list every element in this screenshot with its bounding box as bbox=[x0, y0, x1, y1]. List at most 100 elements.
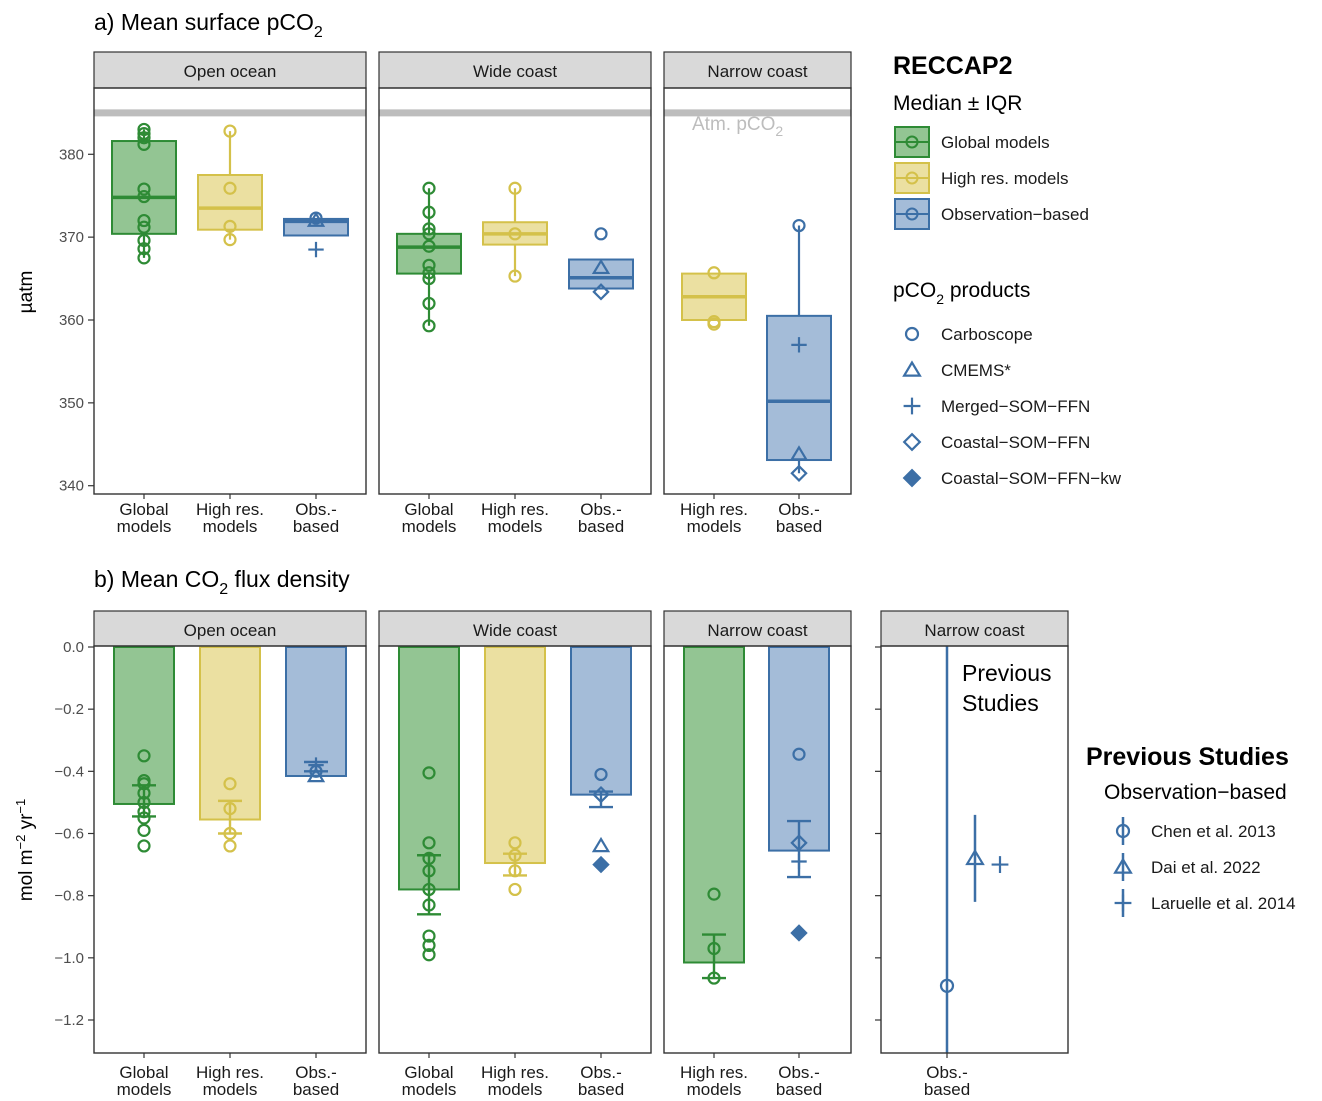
data-point-circle bbox=[422, 948, 436, 962]
data-point-circle bbox=[137, 811, 151, 825]
data-point-circle bbox=[508, 227, 522, 241]
data-point-circle bbox=[137, 805, 151, 819]
data-point-circle bbox=[137, 777, 151, 791]
legend-key-point bbox=[905, 207, 919, 221]
data-point-circle bbox=[137, 122, 151, 137]
y-tick-label: 340 bbox=[59, 478, 84, 495]
data-point-triangle bbox=[591, 836, 611, 853]
data-point-diamond-filled bbox=[592, 855, 610, 874]
legend-product-label: Coastal−SOM−FFN bbox=[941, 433, 1090, 452]
data-point-circle bbox=[422, 205, 436, 219]
data-point-circle bbox=[422, 898, 436, 912]
x-category-label: Global bbox=[119, 1063, 168, 1082]
bar bbox=[484, 646, 546, 865]
data-point-triangle bbox=[306, 766, 326, 783]
x-category-label: Obs.- bbox=[295, 500, 337, 519]
data-point-circle bbox=[594, 767, 608, 782]
x-category-label: models bbox=[687, 1080, 742, 1099]
data-point-circle bbox=[223, 181, 237, 195]
data-point-circle bbox=[223, 233, 237, 247]
legend-product-label: Carboscope bbox=[941, 325, 1033, 344]
x-category-label: based bbox=[293, 1080, 339, 1099]
legend-product-marker-diamond bbox=[902, 432, 922, 452]
data-point-triangle bbox=[789, 445, 809, 461]
legend-prev-marker-circle bbox=[1115, 823, 1131, 839]
facet-frame bbox=[378, 645, 652, 1054]
legend-product-label: CMEMS* bbox=[941, 361, 1011, 380]
facet-strip bbox=[663, 51, 852, 89]
data-point-circle bbox=[508, 848, 522, 862]
data-point-circle bbox=[508, 269, 522, 283]
bar bbox=[199, 646, 261, 821]
x-category-label: High res. bbox=[680, 500, 748, 519]
data-point-circle bbox=[137, 182, 151, 196]
legend-subtitle: Median ± IQR bbox=[893, 92, 1022, 115]
data-point-diamond-filled bbox=[790, 924, 808, 942]
data-point-circle bbox=[707, 266, 721, 280]
x-category-label: models bbox=[203, 1080, 258, 1099]
data-point-triangle bbox=[306, 211, 326, 227]
data-point-diamond bbox=[790, 834, 808, 852]
data-point-circle bbox=[137, 823, 151, 837]
x-category-label: High res. bbox=[481, 1063, 549, 1082]
x-category-label: based bbox=[578, 1080, 624, 1099]
x-category-label: based bbox=[293, 517, 339, 536]
x-category-label: models bbox=[488, 517, 543, 536]
data-point-diamond bbox=[790, 464, 808, 482]
facet-strip bbox=[378, 51, 652, 89]
y-tick-label: −0.6 bbox=[54, 826, 84, 843]
data-point-circle bbox=[137, 137, 151, 151]
data-point-circle bbox=[422, 864, 436, 878]
data-point-circle bbox=[137, 786, 151, 800]
x-category-label: based bbox=[924, 1080, 970, 1099]
panel-a-title: a) Mean surface pCO2 bbox=[94, 9, 323, 41]
facet-frame bbox=[93, 87, 367, 495]
legend-prev-title: Previous Studies bbox=[1086, 743, 1289, 771]
legend-reccap2: RECCAP2 Median ± IQR Global models High r… bbox=[893, 52, 1122, 488]
data-point-circle bbox=[707, 887, 721, 901]
facet-label: Open ocean bbox=[184, 62, 277, 81]
facet-label: Narrow coast bbox=[707, 62, 807, 81]
data-point-circle bbox=[422, 319, 436, 333]
x-category-label: Global bbox=[404, 500, 453, 519]
facet-frame bbox=[663, 87, 852, 495]
bar bbox=[113, 646, 175, 805]
data-point-circle bbox=[508, 181, 522, 195]
prev-point-plus bbox=[991, 856, 1009, 873]
prev-point-circle bbox=[939, 978, 955, 993]
legend-key-point bbox=[905, 135, 919, 149]
data-point-circle bbox=[792, 747, 806, 761]
data-point-circle bbox=[223, 802, 237, 816]
x-category-label: Obs.- bbox=[295, 1063, 337, 1082]
facet-frame bbox=[93, 645, 367, 1054]
data-point-circle bbox=[422, 766, 436, 780]
data-point-circle bbox=[422, 851, 436, 865]
previous-studies-label: Studies bbox=[962, 690, 1039, 716]
legend-prev-marker-plus bbox=[1114, 894, 1132, 912]
x-category-label: Global bbox=[119, 500, 168, 519]
bar bbox=[683, 646, 745, 964]
data-point-diamond bbox=[592, 785, 610, 804]
legend-product-marker-triangle bbox=[902, 360, 922, 377]
legend-prev-label: Laruelle et al. 2014 bbox=[1151, 894, 1296, 913]
x-category-label: High res. bbox=[196, 500, 264, 519]
x-category-label: models bbox=[117, 1080, 172, 1099]
previous-studies-label: Previous bbox=[962, 660, 1051, 686]
legend-label-obs: Observation−based bbox=[941, 205, 1089, 224]
y-tick-label: 370 bbox=[59, 229, 84, 246]
panel-b-ylabel: mol m−2 yr−1 bbox=[13, 799, 37, 902]
data-point-circle bbox=[223, 219, 237, 233]
x-category-label: models bbox=[117, 517, 172, 536]
legend-prev-label: Chen et al. 2013 bbox=[1151, 822, 1276, 841]
x-category-label: models bbox=[402, 1080, 457, 1099]
y-tick-label: −1.2 bbox=[54, 1012, 84, 1029]
data-point-circle bbox=[422, 938, 436, 953]
data-point-circle bbox=[422, 271, 436, 286]
panel-b-plot: 0.0 −0.2 −0.4 −0.6 −0.8 −1.0 −1.2 Open ocean Glo… bbox=[54, 610, 1069, 1099]
x-category-label: based bbox=[578, 517, 624, 536]
data-point-plus bbox=[308, 757, 324, 773]
facet-label: Open ocean bbox=[184, 621, 277, 640]
data-point-circle bbox=[137, 749, 151, 763]
data-point-circle bbox=[137, 795, 151, 810]
legend-product-marker-circle bbox=[904, 326, 920, 342]
